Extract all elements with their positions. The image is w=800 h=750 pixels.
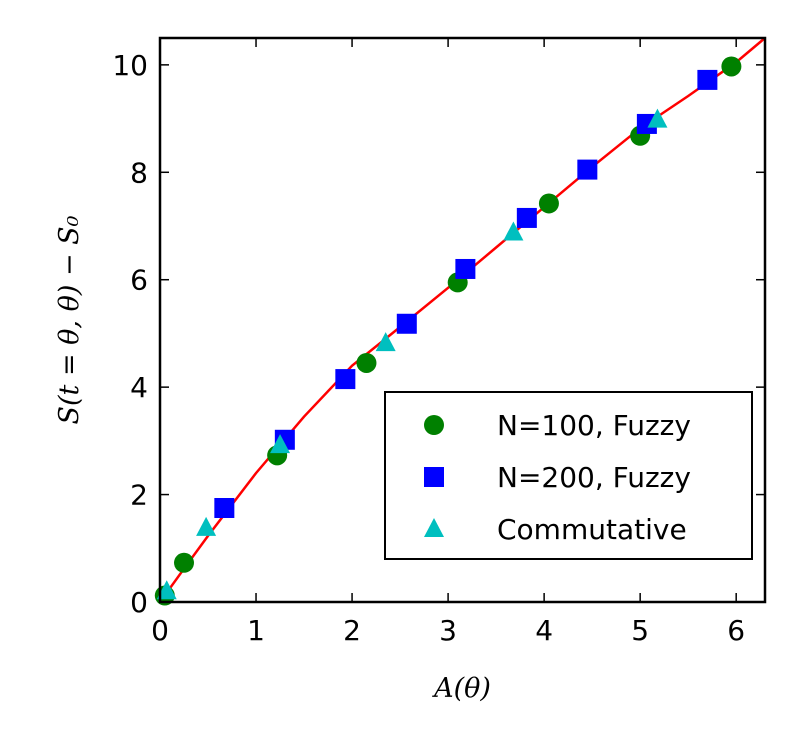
y-tick-label: 10 [112,49,148,82]
legend-entry-label: N=100, Fuzzy [497,409,691,442]
data-point-square [577,159,598,180]
y-tick-label: 6 [130,264,148,297]
axis-ticks: 0 1 2 3 4 5 6 0 2 4 6 8 10 [112,38,765,647]
series-triangle [156,108,668,600]
data-point-square [697,69,718,90]
y-axis-label: S(t = θ, θ) − S₀ [54,215,85,424]
x-tick-label: 2 [343,614,361,647]
legend-marker-triangle [424,518,444,537]
x-tick-label: 3 [439,614,457,647]
legend-marker-square [424,467,444,487]
x-axis-label: A(θ) [431,673,491,704]
data-point-triangle [156,580,177,600]
x-tick-label: 1 [247,614,265,647]
data-point-triangle [270,434,291,454]
data-point-square [636,113,657,134]
data-point-triangle [375,332,396,352]
data-point-square [335,369,356,390]
data-point-square [396,313,417,334]
plot-frame [158,36,767,604]
data-point-circle [174,552,195,573]
y-tick-label: 2 [130,479,148,512]
y-tick-label: 0 [130,586,148,619]
data-point-circle [356,352,377,373]
x-tick-label: 4 [535,614,553,647]
legend-marker-circle [424,415,444,435]
legend: N=100, Fuzzy N=200, Fuzzy Commutative [384,391,753,560]
x-tick-label: 0 [151,614,169,647]
data-point-triangle [647,108,668,128]
data-point-square [516,207,537,228]
data-point-square [214,498,235,518]
legend-box [384,391,753,560]
data-point-circle [721,56,742,77]
data-point-square [455,258,476,279]
y-tick-label: 4 [130,371,148,404]
y-tick-label: 8 [130,156,148,189]
data-point-triangle [196,516,217,536]
x-tick-label: 6 [727,614,745,647]
data-point-triangle [503,221,524,241]
plot-area [154,37,766,606]
data-point-circle [538,193,559,214]
legend-entry-label: Commutative [497,513,687,546]
legend-entry-label: N=200, Fuzzy [497,461,691,494]
x-tick-label: 5 [631,614,649,647]
